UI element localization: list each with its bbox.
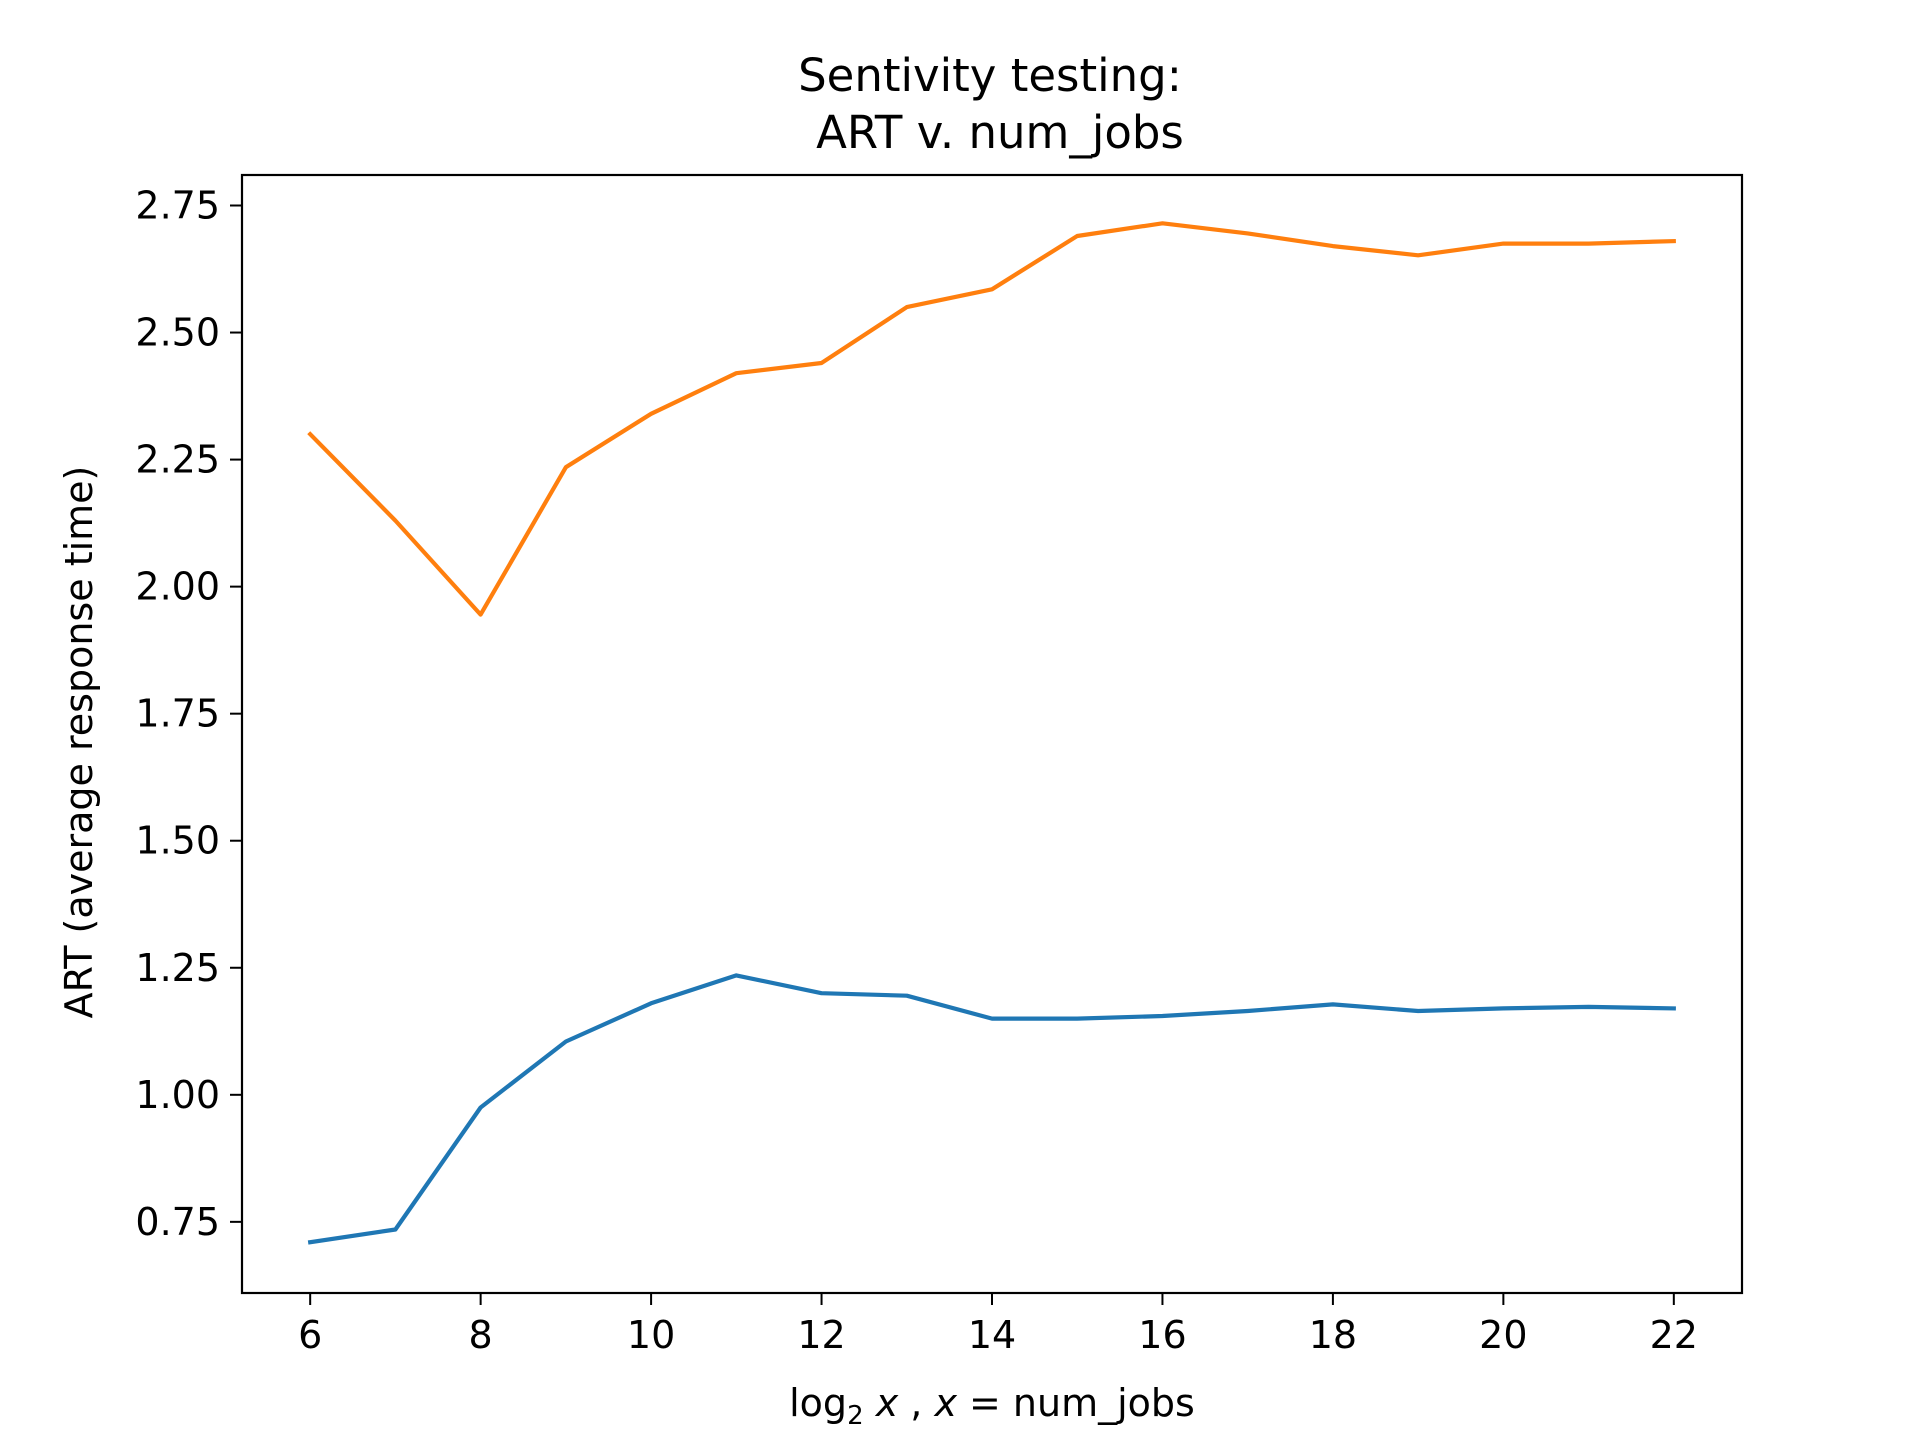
x-axis-label-rest: = num_jobs: [957, 1381, 1195, 1425]
y-tick-label: 1.50: [135, 819, 220, 863]
x-tick-label: 12: [797, 1313, 845, 1357]
y-tick-label: 1.75: [135, 692, 220, 736]
chart-title-line-2: ART v. num_jobs: [816, 106, 1184, 159]
x-tick-label: 14: [968, 1313, 1016, 1357]
series-layer: [307, 221, 1676, 1245]
series-line-1: [307, 973, 1676, 1245]
x-axis-label-variable: x: [864, 1381, 899, 1425]
x-axis-label-separator: ,: [898, 1381, 934, 1425]
x-axis-ticks: 6 8 10 12 14 16 18 20 22: [298, 1293, 1698, 1357]
x-tick-label: 8: [469, 1313, 493, 1357]
series-line-2: [307, 221, 1676, 617]
y-tick-label: 2.00: [135, 565, 220, 609]
y-tick-label: 2.50: [135, 311, 220, 355]
x-axis-label: log2 x , x = num_jobs: [789, 1381, 1195, 1431]
x-tick-label: 20: [1479, 1313, 1527, 1357]
x-tick-label: 6: [298, 1313, 322, 1357]
y-axis-label: ART (average response time): [57, 466, 101, 1019]
y-tick-label: 1.25: [135, 946, 220, 990]
y-tick-label: 2.75: [135, 183, 220, 227]
x-tick-label: 10: [627, 1313, 675, 1357]
x-axis-label-subscript: 2: [847, 1401, 864, 1431]
x-tick-label: 18: [1309, 1313, 1357, 1357]
y-tick-label: 0.75: [135, 1200, 220, 1244]
x-tick-label: 16: [1138, 1313, 1186, 1357]
x-axis-label-variable-2: x: [933, 1381, 957, 1425]
plot-area-frame: [240, 173, 1744, 1295]
chart-title-line-1: Sentivity testing:: [798, 49, 1182, 102]
x-tick-label: 22: [1650, 1313, 1698, 1357]
y-tick-label: 1.00: [135, 1073, 220, 1117]
x-axis-label-log: log: [789, 1381, 847, 1425]
y-tick-label: 2.25: [135, 438, 220, 482]
y-axis-ticks: 0.75 1.00 1.25 1.50 1.75 2.00 2.25 2.50 2.75: [135, 183, 242, 1244]
